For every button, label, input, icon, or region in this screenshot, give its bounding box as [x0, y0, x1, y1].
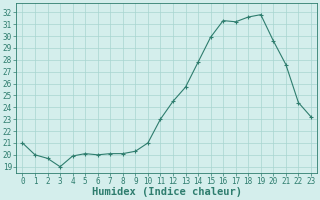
X-axis label: Humidex (Indice chaleur): Humidex (Indice chaleur): [92, 187, 242, 197]
